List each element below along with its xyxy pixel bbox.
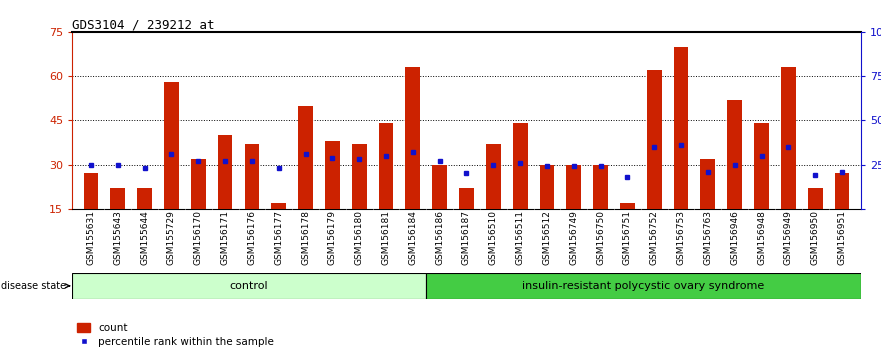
Text: GSM156950: GSM156950: [811, 210, 819, 266]
Text: GSM156948: GSM156948: [757, 210, 766, 265]
Bar: [271, 203, 286, 209]
Bar: [72, 273, 426, 299]
Text: GSM156949: GSM156949: [784, 210, 793, 265]
Text: GSM155631: GSM155631: [86, 210, 95, 266]
Bar: [298, 105, 313, 209]
Bar: [245, 144, 259, 209]
Bar: [620, 203, 635, 209]
Bar: [379, 123, 394, 209]
Text: GSM156179: GSM156179: [328, 210, 337, 266]
Text: GSM156751: GSM156751: [623, 210, 632, 266]
Text: GSM156951: GSM156951: [838, 210, 847, 266]
Bar: [513, 123, 528, 209]
Text: GSM155643: GSM155643: [114, 210, 122, 265]
Bar: [674, 47, 688, 209]
Bar: [405, 67, 420, 209]
Text: GSM156184: GSM156184: [409, 210, 418, 265]
Text: GSM156177: GSM156177: [274, 210, 284, 266]
Text: GSM156753: GSM156753: [677, 210, 685, 266]
Legend: count, percentile rank within the sample: count, percentile rank within the sample: [78, 323, 274, 347]
Text: control: control: [230, 281, 269, 291]
Text: GSM156171: GSM156171: [220, 210, 230, 266]
Text: GSM156181: GSM156181: [381, 210, 390, 266]
Bar: [566, 165, 581, 209]
Bar: [218, 135, 233, 209]
Bar: [647, 70, 662, 209]
Text: GSM156749: GSM156749: [569, 210, 578, 265]
Text: GSM156186: GSM156186: [435, 210, 444, 266]
Bar: [700, 159, 715, 209]
Text: GSM156752: GSM156752: [649, 210, 659, 265]
Bar: [164, 82, 179, 209]
Text: GSM155729: GSM155729: [167, 210, 176, 265]
Text: GSM156170: GSM156170: [194, 210, 203, 266]
Text: GSM156512: GSM156512: [543, 210, 552, 265]
Text: GSM155644: GSM155644: [140, 210, 149, 265]
Bar: [191, 159, 205, 209]
Text: GSM156511: GSM156511: [515, 210, 524, 266]
Text: disease state: disease state: [2, 281, 70, 291]
Bar: [834, 173, 849, 209]
Bar: [781, 67, 796, 209]
Bar: [728, 100, 742, 209]
Text: insulin-resistant polycystic ovary syndrome: insulin-resistant polycystic ovary syndr…: [522, 281, 765, 291]
Bar: [593, 165, 608, 209]
Text: GDS3104 / 239212_at: GDS3104 / 239212_at: [72, 18, 215, 31]
Bar: [426, 273, 861, 299]
Bar: [486, 144, 500, 209]
Text: GSM156763: GSM156763: [703, 210, 713, 266]
Text: GSM156510: GSM156510: [489, 210, 498, 266]
Text: GSM156176: GSM156176: [248, 210, 256, 266]
Text: GSM156187: GSM156187: [462, 210, 471, 266]
Bar: [110, 188, 125, 209]
Bar: [808, 188, 823, 209]
Bar: [325, 141, 340, 209]
Text: GSM156178: GSM156178: [301, 210, 310, 266]
Text: GSM156180: GSM156180: [355, 210, 364, 266]
Text: GSM156946: GSM156946: [730, 210, 739, 265]
Bar: [754, 123, 769, 209]
Bar: [84, 173, 99, 209]
Bar: [433, 165, 447, 209]
Bar: [459, 188, 474, 209]
Text: GSM156750: GSM156750: [596, 210, 605, 266]
Bar: [137, 188, 152, 209]
Bar: [539, 165, 554, 209]
Bar: [352, 144, 366, 209]
